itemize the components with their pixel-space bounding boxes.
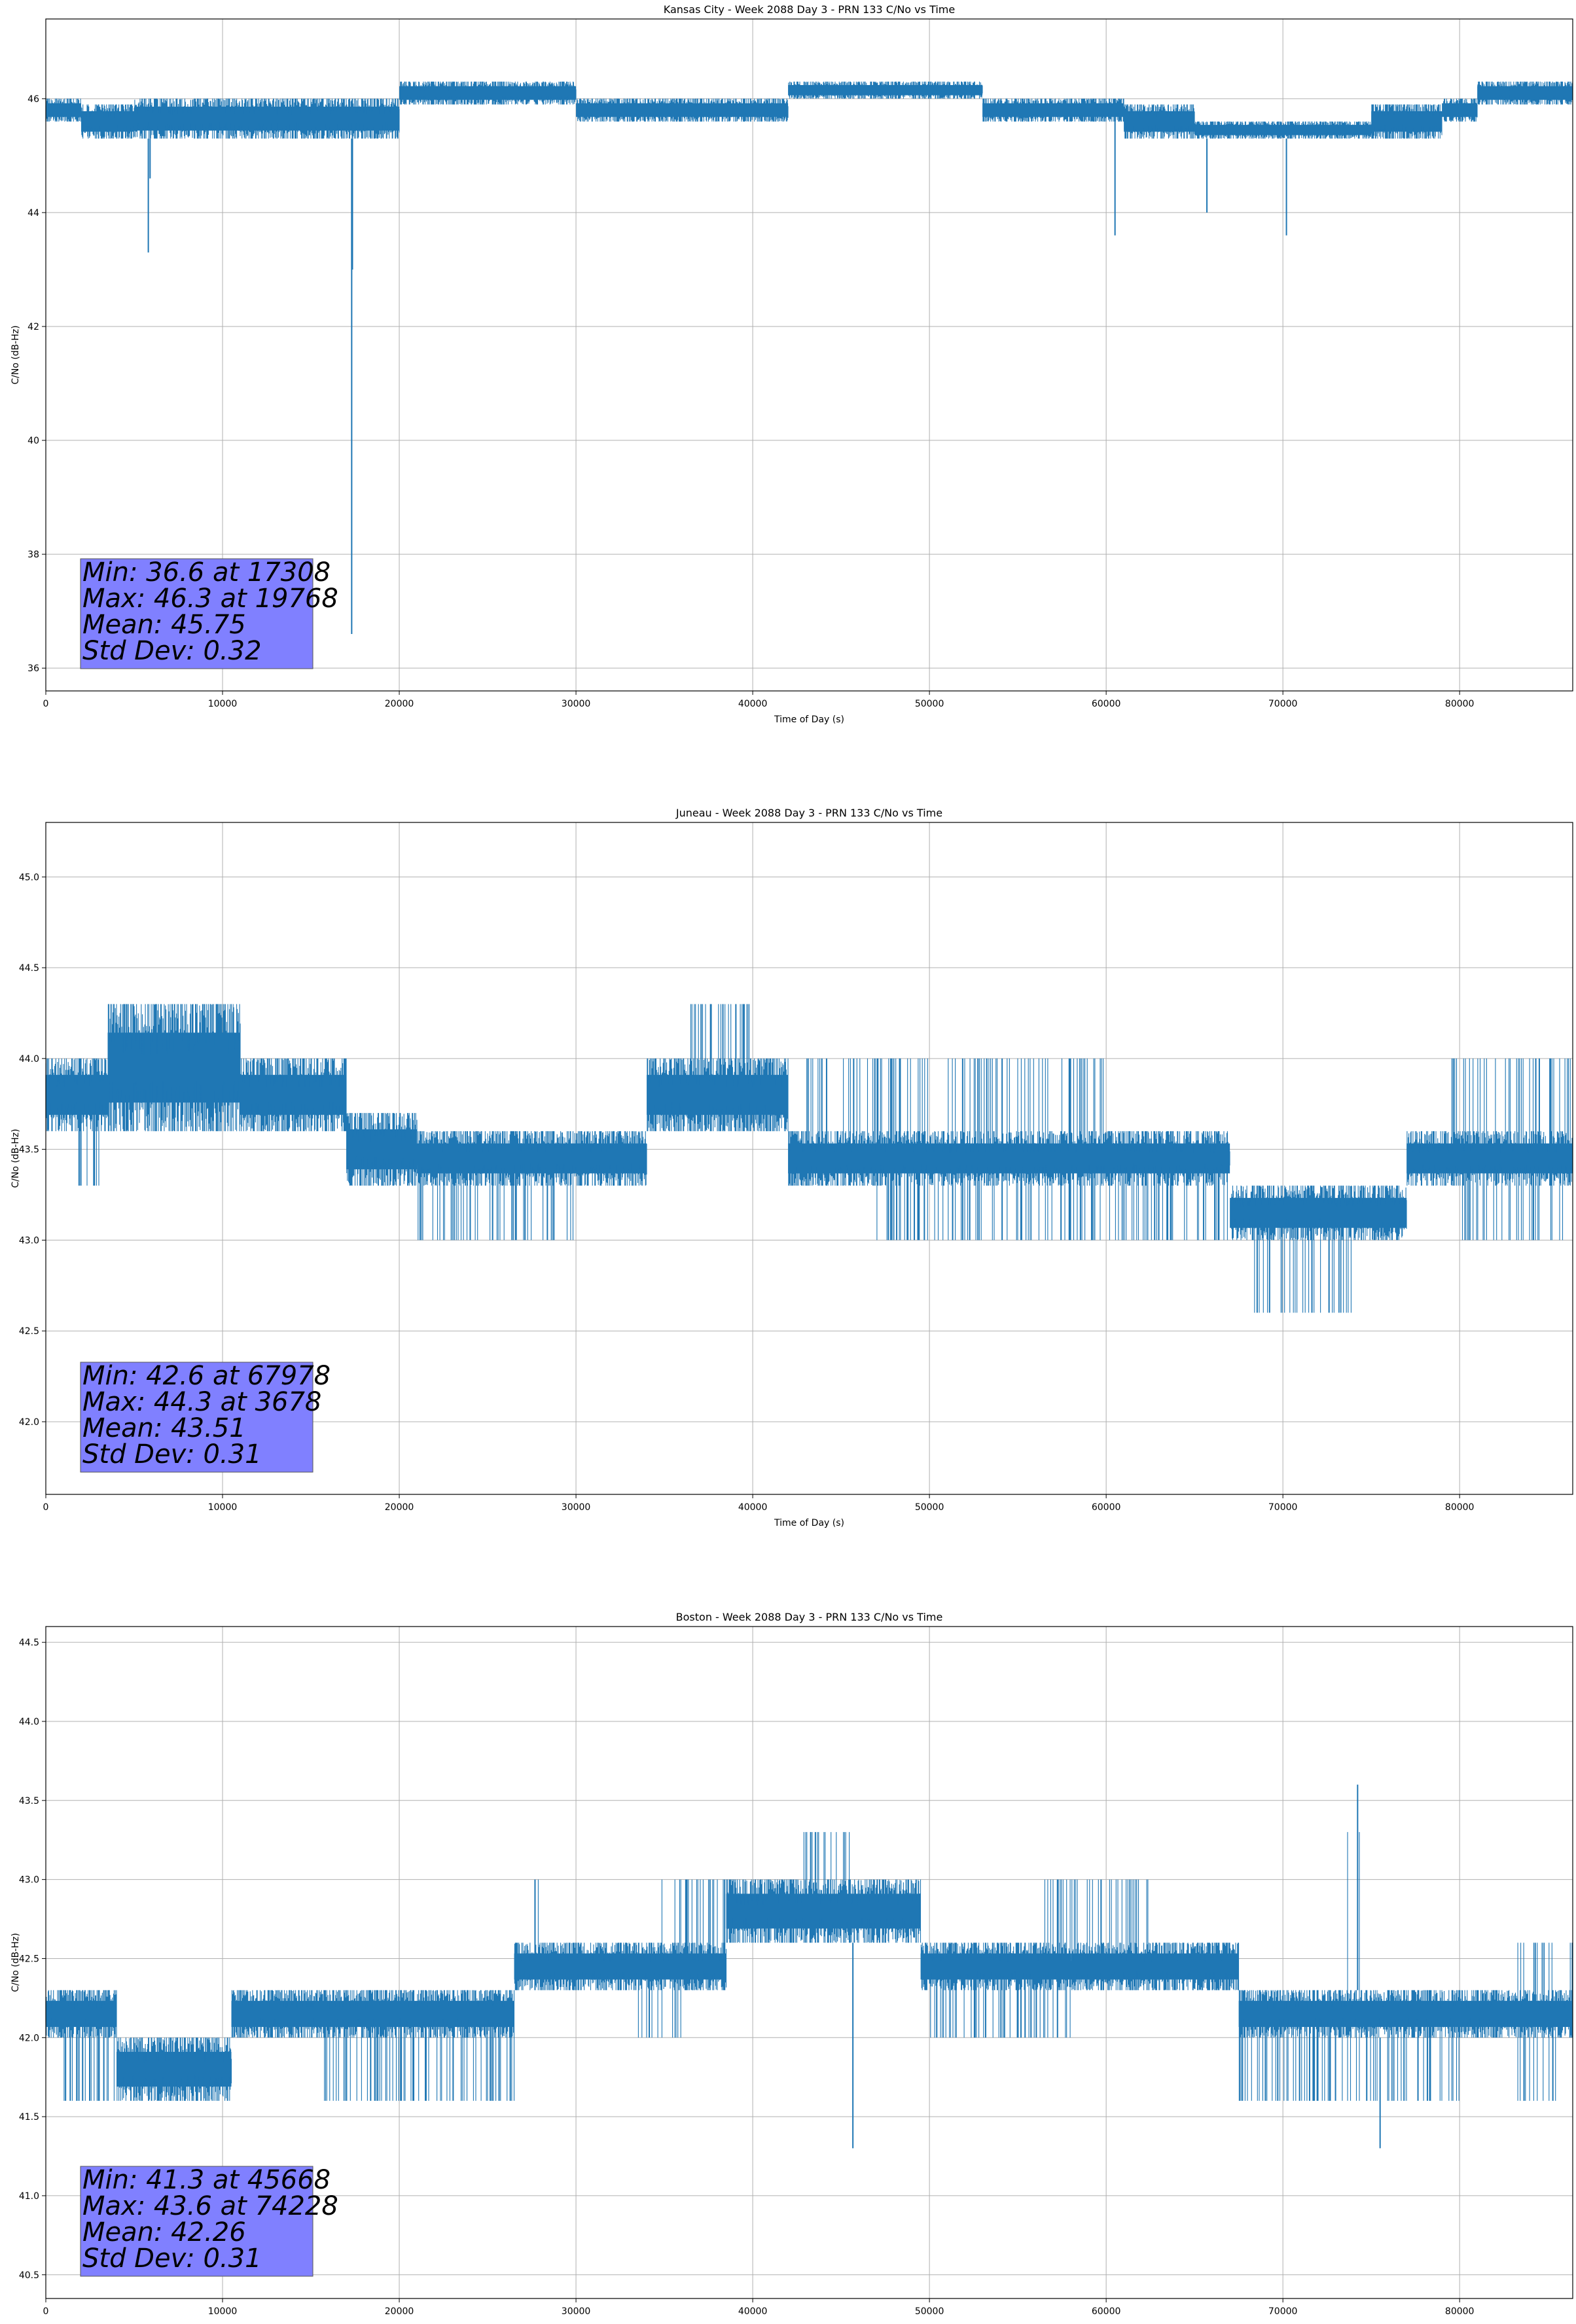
x-tick-label: 30000 bbox=[562, 699, 591, 709]
chart-title: Boston - Week 2088 Day 3 - PRN 133 C/No … bbox=[676, 1611, 943, 1623]
y-tick-label: 41.5 bbox=[19, 2112, 39, 2122]
y-tick-label: 38 bbox=[27, 550, 39, 560]
x-tick-label: 50000 bbox=[915, 1502, 944, 1513]
x-tick-label: 60000 bbox=[1092, 1502, 1121, 1513]
y-tick-label: 42.5 bbox=[19, 1954, 39, 1964]
x-tick-label: 80000 bbox=[1445, 1502, 1475, 1513]
chart-title: Juneau - Week 2088 Day 3 - PRN 133 C/No … bbox=[675, 807, 942, 819]
x-tick-label: 10000 bbox=[208, 699, 238, 709]
x-tick-label: 60000 bbox=[1092, 2306, 1121, 2317]
x-tick-label: 50000 bbox=[915, 2306, 944, 2317]
y-tick-label: 41.0 bbox=[19, 2191, 39, 2202]
x-tick-label: 10000 bbox=[208, 1502, 238, 1513]
y-tick-label: 42 bbox=[27, 322, 39, 332]
axes-frame bbox=[45, 1626, 1573, 2299]
y-tick-label: 44.0 bbox=[19, 1717, 39, 1727]
y-axis-label: C/No (dB-Hz) bbox=[10, 1933, 21, 1992]
signal-trace bbox=[45, 1832, 1573, 2101]
x-tick-label: 30000 bbox=[562, 1502, 591, 1513]
chart-panel-2: 0 10000 20000 30000 40000 50000 60000 70000 8000… bbox=[10, 1611, 1573, 2324]
signal-trace bbox=[45, 1004, 1573, 1313]
x-tick-label: 40000 bbox=[738, 2306, 768, 2317]
x-tick-label: 20000 bbox=[385, 1502, 414, 1513]
y-tick-label: 45.0 bbox=[19, 872, 39, 883]
stats-annotation-line: Min: 36.6 at 17308 bbox=[82, 557, 331, 588]
stats-annotation-box bbox=[80, 1362, 313, 1473]
y-tick-label: 44.0 bbox=[19, 1054, 39, 1065]
y-tick-label: 40.5 bbox=[19, 2270, 39, 2281]
y-tick-label: 36 bbox=[27, 663, 39, 674]
y-tick-label: 42.0 bbox=[19, 2033, 39, 2043]
chart-title: Kansas City - Week 2088 Day 3 - PRN 133 … bbox=[664, 3, 955, 16]
x-tick-label: 0 bbox=[43, 1502, 49, 1513]
y-tick-label: 46 bbox=[27, 94, 39, 105]
axes-frame bbox=[45, 18, 1573, 692]
x-tick-label: 50000 bbox=[915, 699, 944, 709]
stats-annotation-line: Mean: 43.51 bbox=[82, 1413, 246, 1443]
chart-panel-0: 0 10000 20000 30000 40000 50000 60000 70000 8000… bbox=[10, 3, 1573, 725]
y-axis-label: C/No (dB-Hz) bbox=[10, 325, 21, 384]
y-tick-label: 44.5 bbox=[19, 963, 39, 974]
y-tick-label: 44 bbox=[27, 208, 39, 219]
x-tick-label: 60000 bbox=[1092, 699, 1121, 709]
stats-annotation-line: Max: 43.6 at 74228 bbox=[82, 2191, 338, 2221]
y-tick-label: 43.5 bbox=[19, 1796, 39, 1806]
x-tick-label: 40000 bbox=[738, 699, 768, 709]
stats-annotation-line: Mean: 45.75 bbox=[82, 610, 246, 640]
x-tick-label: 0 bbox=[43, 2306, 49, 2317]
stats-annotation-line: Min: 41.3 at 45668 bbox=[82, 2165, 331, 2195]
y-tick-label: 42.0 bbox=[19, 1417, 39, 1428]
y-tick-label: 43.0 bbox=[19, 1875, 39, 1886]
x-tick-label: 30000 bbox=[562, 2306, 591, 2317]
y-tick-label: 40 bbox=[27, 436, 39, 446]
stats-annotation-line: Max: 44.3 at 3678 bbox=[82, 1387, 321, 1417]
y-axis-label: C/No (dB-Hz) bbox=[10, 1129, 21, 1188]
x-tick-label: 20000 bbox=[385, 699, 414, 709]
x-tick-label: 0 bbox=[43, 699, 49, 709]
x-tick-label: 80000 bbox=[1445, 699, 1475, 709]
stats-annotation-box bbox=[80, 2166, 313, 2277]
x-tick-label: 80000 bbox=[1445, 2306, 1475, 2317]
y-tick-label: 44.5 bbox=[19, 1638, 39, 1648]
y-tick-label: 43.0 bbox=[19, 1235, 39, 1246]
x-tick-label: 20000 bbox=[385, 2306, 414, 2317]
stats-annotation-line: Min: 42.6 at 67978 bbox=[82, 1361, 331, 1391]
stats-annotation-line: Std Dev: 0.32 bbox=[82, 636, 262, 666]
stats-annotation-line: Max: 46.3 at 19768 bbox=[82, 584, 338, 614]
x-axis-label: Time of Day (s) bbox=[774, 1518, 844, 1528]
y-tick-label: 43.5 bbox=[19, 1145, 39, 1155]
stats-annotation-line: Std Dev: 0.31 bbox=[82, 1439, 262, 1470]
stats-annotation-box bbox=[80, 558, 313, 669]
chart-panel-1: 0 10000 20000 30000 40000 50000 60000 70000 8000… bbox=[10, 807, 1573, 1528]
x-tick-label: 70000 bbox=[1268, 2306, 1298, 2317]
x-axis-label: Time of Day (s) bbox=[774, 714, 844, 725]
x-tick-label: 70000 bbox=[1268, 1502, 1298, 1513]
axes-frame bbox=[45, 822, 1573, 1495]
stats-annotation-line: Std Dev: 0.31 bbox=[82, 2244, 262, 2274]
x-tick-label: 70000 bbox=[1268, 699, 1298, 709]
x-tick-label: 40000 bbox=[738, 1502, 768, 1513]
y-tick-label: 42.5 bbox=[19, 1326, 39, 1337]
x-tick-label: 10000 bbox=[208, 2306, 238, 2317]
stats-annotation-line: Mean: 42.26 bbox=[82, 2217, 246, 2247]
